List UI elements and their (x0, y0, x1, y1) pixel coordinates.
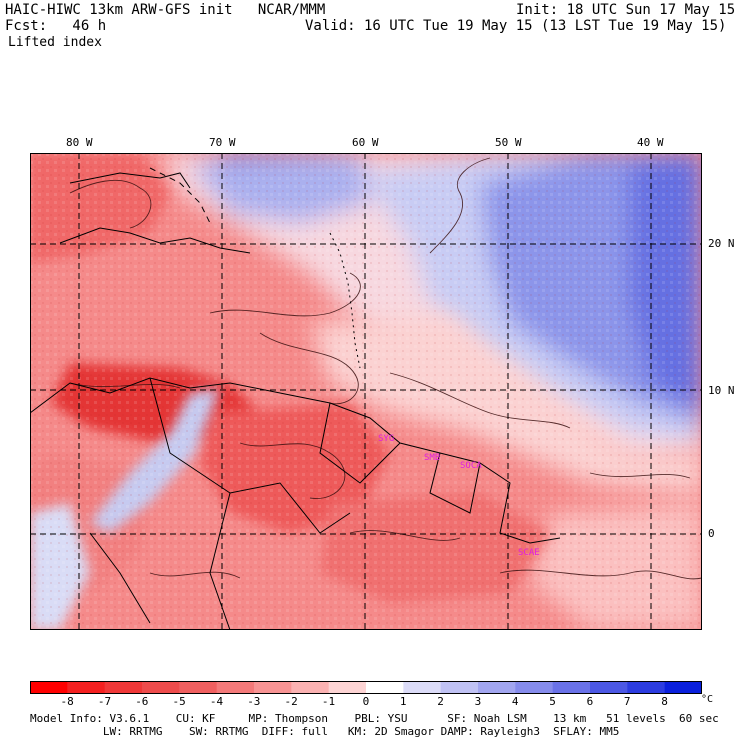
colorbar-tick-label: 4 (511, 695, 519, 708)
model-info-line2: LW: RRTMG SW: RRTMG DIFF: full KM: 2D Sm… (30, 725, 620, 738)
model-title: HAIC-HIWC 13km ARW-GFS init NCAR/MMM (5, 2, 326, 18)
colorbar-cell (104, 681, 143, 694)
colorbar (30, 681, 702, 694)
grain-overlay (30, 153, 702, 630)
contour-line (589, 472, 691, 479)
lon-label-50w: 50 W (495, 136, 522, 149)
graticule (30, 153, 702, 630)
colorbar-tick-label: 5 (549, 695, 556, 708)
valid-time: Valid: 16 UTC Tue 19 May 15 (13 LST Tue … (305, 18, 727, 34)
colorbar-tick-label: 7 (623, 695, 631, 708)
contour-line (389, 372, 571, 429)
lon-label-70w: 70 W (209, 136, 236, 149)
antilles-chain (329, 232, 361, 369)
lat-label-10n: 10 N (708, 384, 735, 397)
colorbar-tick-label: 0 (362, 695, 370, 708)
forecast-hour: Fcst: 46 h (5, 18, 107, 34)
colorbar-cell (366, 681, 404, 694)
colorbar-cell (328, 681, 367, 694)
colorbar-cell (254, 681, 292, 694)
colorbar-cell (627, 681, 666, 694)
contour-line (209, 272, 361, 317)
contour-line (239, 442, 346, 499)
colorbar-tick-label: -4 (209, 695, 224, 708)
lifted-index-map: SYG SMB SOCA SCAE (30, 153, 702, 630)
country-borders (429, 452, 481, 514)
lon-label-60w: 60 W (352, 136, 379, 149)
caribbean-coast (59, 227, 251, 254)
contour-line (259, 332, 359, 405)
colorbar-tick-label: -6 (135, 695, 149, 708)
colorbar-cell (552, 681, 591, 694)
colorbar-tick-label: -3 (247, 695, 261, 708)
contour-line (349, 530, 461, 541)
station-label-soca: SOCA (460, 461, 482, 471)
field-name: Lifted index (8, 35, 102, 50)
colorbar-unit: °C (701, 694, 714, 705)
colorbar-cell (590, 681, 628, 694)
colorbar-cell (179, 681, 218, 694)
contour-line (499, 569, 702, 580)
colorbar-tick-label: 8 (661, 695, 668, 708)
colorbar-tick-label: 3 (474, 695, 482, 708)
colorbar-cell (664, 681, 702, 694)
colorbar-cells (30, 681, 702, 694)
colorbar-tick-label: -8 (60, 695, 74, 708)
colorbar-cell (403, 681, 442, 694)
model-info-line1: Model Info: V3.6.1 CU: KF MP: Thompson P… (30, 712, 719, 725)
contour-line (149, 571, 241, 579)
cuba-coast (69, 172, 191, 189)
country-borders (89, 532, 151, 624)
map-frame (30, 153, 702, 630)
station-label-syg: SYG (378, 434, 394, 444)
colorbar-cell (515, 681, 554, 694)
colorbar-tick-label: -2 (284, 695, 298, 708)
init-time: Init: 18 UTC Sun 17 May 15 (516, 2, 736, 18)
lat-label-20n: 20 N (708, 237, 735, 250)
country-borders (209, 492, 231, 630)
colorbar-cell (30, 681, 68, 694)
lon-label-40w: 40 W (637, 136, 664, 149)
colorbar-tick-label: -1 (321, 695, 336, 708)
bahamas-chain (149, 167, 211, 224)
coastlines (30, 167, 561, 630)
colorbar-tick-label: -5 (172, 695, 186, 708)
lon-label-80w: 80 W (66, 136, 93, 149)
south-america-north-coast (30, 377, 561, 544)
station-labels: SYG SMB SOCA SCAE (378, 434, 540, 558)
contour-line (69, 179, 152, 229)
country-borders (319, 402, 401, 484)
station-label-scae: SCAE (518, 548, 540, 558)
colorbar-tick-label: 6 (586, 695, 594, 708)
station-label-smb: SMB (424, 453, 440, 463)
colorbar-frame (30, 681, 702, 694)
colorbar-tick-label: 1 (399, 695, 407, 708)
colorbar-tick-label: -7 (97, 695, 112, 708)
colorbar-cell (478, 681, 516, 694)
colorbar-cell (216, 681, 255, 694)
lat-label-0: 0 (708, 527, 715, 540)
colorbar-tick-label: 2 (437, 695, 444, 708)
colorbar-cell (142, 681, 180, 694)
contour-line (429, 157, 491, 254)
contour-lines (69, 157, 702, 580)
colorbar-cell (291, 681, 330, 694)
colorbar-cell (67, 681, 106, 694)
colorbar-cell (440, 681, 479, 694)
country-borders (149, 377, 351, 534)
